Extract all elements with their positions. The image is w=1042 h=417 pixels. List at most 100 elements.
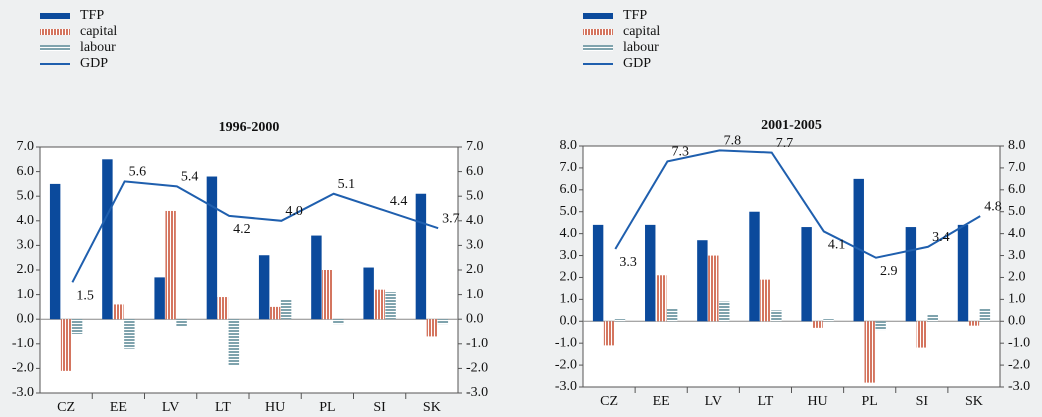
y-tick-label: -2.0: [12, 361, 34, 376]
bar: [363, 267, 374, 320]
bar: [905, 227, 917, 322]
bar: [71, 319, 83, 334]
gdp-label: 4.8: [984, 199, 1002, 214]
gdp-label: 5.4: [181, 170, 199, 185]
bar: [269, 306, 281, 320]
bar: [113, 304, 124, 320]
y2-tick-label: -1.0: [1008, 335, 1030, 350]
y2-tick-label: 7.0: [1008, 160, 1026, 175]
x-tick-label: EE: [653, 394, 670, 409]
legend-label: labour: [623, 40, 659, 55]
y-tick-label: -2.0: [555, 357, 577, 372]
y2-tick-label: 5.0: [466, 188, 484, 203]
x-tick-label: HU: [265, 400, 285, 415]
y-tick-label: 0.0: [560, 313, 578, 328]
bar: [823, 319, 834, 322]
y-tick-label: -1.0: [555, 335, 577, 350]
x-tick-label: PL: [862, 394, 878, 409]
bar: [645, 224, 656, 322]
bar: [165, 210, 176, 320]
chart-title: 1996-2000: [219, 120, 280, 135]
gdp-label: 4.1: [828, 238, 846, 253]
y2-tick-label: 6.0: [1008, 182, 1026, 197]
bar: [426, 319, 438, 337]
bar: [603, 321, 615, 346]
bar: [864, 321, 875, 383]
y2-tick-label: -3.0: [1008, 379, 1030, 394]
x-tick-label: LT: [758, 394, 774, 409]
gdp-line: [614, 149, 981, 259]
chart-title: 2001-2005: [761, 118, 822, 133]
y2-tick-label: 4.0: [466, 213, 484, 228]
y-tick-label: 1.0: [560, 292, 578, 307]
y-tick-label: 2.0: [17, 262, 35, 277]
legend-label: TFP: [623, 8, 647, 23]
x-tick-label: SI: [373, 400, 386, 415]
bar: [124, 319, 135, 349]
legend-swatch: [583, 13, 613, 19]
y-tick-label: 0.0: [17, 311, 35, 326]
bar: [614, 319, 626, 322]
legend-label: GDP: [623, 56, 651, 71]
y2-tick-label: -3.0: [466, 385, 488, 400]
bar: [415, 193, 427, 320]
legend-swatch: [40, 45, 70, 51]
bar: [666, 308, 678, 322]
y-tick-label: 6.0: [17, 164, 35, 179]
bar: [801, 227, 812, 322]
x-tick-label: CZ: [600, 394, 618, 409]
bar: [957, 224, 969, 322]
bar: [968, 321, 980, 326]
bar: [875, 321, 886, 331]
bar: [927, 314, 938, 322]
bar: [916, 321, 928, 348]
y-tick-label: 3.0: [17, 238, 35, 253]
gdp-line: [71, 180, 439, 283]
x-tick-label: HU: [807, 394, 827, 409]
bar: [49, 183, 61, 320]
y2-tick-label: 3.0: [466, 238, 484, 253]
legend-label: labour: [80, 40, 116, 55]
bar: [385, 292, 396, 320]
gdp-label: 5.6: [129, 165, 147, 180]
y2-tick-label: 5.0: [1008, 204, 1026, 219]
y2-tick-label: 1.0: [1008, 292, 1026, 307]
gdp-label: 2.9: [880, 264, 898, 279]
gdp-label: 3.3: [619, 255, 637, 270]
bar: [228, 319, 240, 366]
y2-tick-label: 4.0: [1008, 226, 1026, 241]
bar: [102, 159, 113, 320]
y2-tick-label: -2.0: [1008, 357, 1030, 372]
y2-tick-label: 8.0: [1008, 138, 1026, 153]
bar: [280, 299, 292, 320]
bar: [206, 176, 218, 320]
x-tick-label: EE: [110, 400, 127, 415]
y-tick-label: 5.0: [560, 204, 578, 219]
gdp-label: 4.0: [285, 204, 303, 219]
x-tick-label: LT: [215, 400, 231, 415]
bar: [437, 319, 449, 325]
y-tick-label: -3.0: [555, 379, 577, 394]
y2-tick-label: 2.0: [1008, 270, 1026, 285]
gdp-label: 3.4: [932, 230, 950, 245]
bar: [374, 289, 385, 320]
x-tick-label: SK: [423, 400, 441, 415]
y-tick-label: 7.0: [17, 139, 35, 154]
y-tick-label: 3.0: [560, 248, 578, 263]
bar: [60, 319, 72, 371]
y-tick-label: 4.0: [560, 226, 578, 241]
y-tick-label: 5.0: [17, 188, 35, 203]
bar: [749, 211, 760, 322]
y2-tick-label: 1.0: [466, 287, 484, 302]
legend-swatch: [40, 29, 70, 35]
gdp-label: 4.2: [233, 222, 251, 237]
bar: [333, 319, 344, 325]
bar: [760, 279, 771, 322]
bar: [655, 275, 667, 322]
y-tick-label: 2.0: [560, 270, 578, 285]
y-tick-label: -3.0: [12, 385, 34, 400]
gdp-label: 7.3: [671, 145, 689, 160]
y2-tick-label: -1.0: [466, 336, 488, 351]
y2-tick-label: -2.0: [466, 361, 488, 376]
